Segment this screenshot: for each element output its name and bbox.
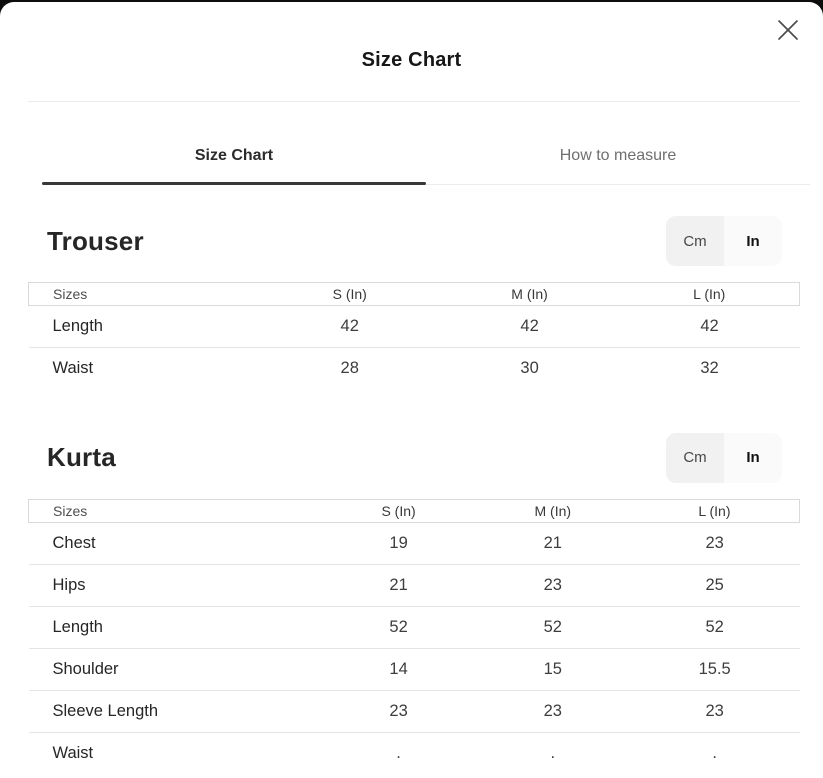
cell-value: 23 xyxy=(629,522,800,565)
row-label: Sleeve Length xyxy=(28,690,322,733)
kurta-header-s: S (In) xyxy=(381,502,416,519)
row-label: Length xyxy=(28,305,260,348)
trouser-table-header-row: Sizes S (In) M (In) L (In) xyxy=(28,282,800,306)
cell-value: 23 xyxy=(475,564,630,607)
trouser-header-l: L (In) xyxy=(693,286,726,302)
trouser-section-header: Trouser Cm In xyxy=(47,216,782,266)
cell-value: 14 xyxy=(321,648,476,691)
row-label: Waist xyxy=(52,743,94,762)
cell-value: 21 xyxy=(321,564,476,607)
kurta-header-m: M (In) xyxy=(534,502,572,519)
cell-value: 42 xyxy=(259,305,440,348)
kurta-table-header-row: Sizes S (In) M (In) L (In) xyxy=(28,499,800,522)
kurta-header-l: L (In) xyxy=(698,502,731,519)
kurta-unit-in-button[interactable]: In xyxy=(724,432,782,483)
cell-value: 23 xyxy=(321,690,476,733)
cell-value: 42 xyxy=(619,305,800,348)
table-row: Chest 19 21 23 xyxy=(28,522,800,565)
row-label: Length xyxy=(28,606,322,649)
trouser-size-table: Sizes S (In) M (In) L (In) Length 42 42 … xyxy=(28,282,800,390)
cell-value: 15.5 xyxy=(629,648,800,691)
cell-value: 21 xyxy=(475,522,630,565)
cell-value: 25 xyxy=(629,564,800,607)
cell-value: 32 xyxy=(700,359,719,378)
trouser-header-m: M (In) xyxy=(511,286,548,302)
cell-value: 52 xyxy=(629,606,800,649)
trouser-unit-cm-button[interactable]: Cm xyxy=(666,216,724,266)
cell-value: 42 xyxy=(439,305,620,348)
tab-bar: Size Chart How to measure xyxy=(42,146,810,185)
kurta-header-sizes: Sizes xyxy=(53,502,88,519)
cell-value: 23 xyxy=(475,690,630,733)
kurta-unit-cm-button[interactable]: Cm xyxy=(666,432,724,483)
cell-value: 28 xyxy=(340,359,359,378)
cell-value: 52 xyxy=(321,606,476,649)
table-row: Length 42 42 42 xyxy=(28,305,800,348)
table-row: Sleeve Length 23 23 23 xyxy=(28,690,800,733)
close-button[interactable] xyxy=(773,15,803,45)
cell-value: . xyxy=(712,743,717,762)
tab-size-chart[interactable]: Size Chart xyxy=(42,146,426,185)
table-row: Waist . . . xyxy=(29,732,800,774)
table-row: Shoulder 14 15 15.5 xyxy=(28,648,800,691)
table-row: Hips 21 23 25 xyxy=(28,564,800,607)
kurta-section-title: Kurta xyxy=(47,442,116,472)
tab-how-to-measure[interactable]: How to measure xyxy=(426,146,810,184)
table-row: Length 52 52 52 xyxy=(28,606,800,649)
tab-how-to-measure-label: How to measure xyxy=(559,147,677,164)
cell-value: 30 xyxy=(520,359,539,378)
table-row: Waist 28 30 32 xyxy=(29,348,800,390)
trouser-section-title: Trouser xyxy=(47,225,144,256)
modal-title: Size Chart xyxy=(361,49,462,71)
cell-value: . xyxy=(550,743,556,762)
cell-value: 23 xyxy=(629,690,800,733)
cell-value: 15 xyxy=(475,648,630,691)
row-label: Chest xyxy=(28,522,322,565)
trouser-header-s: S (In) xyxy=(332,286,367,302)
close-icon xyxy=(778,20,798,40)
title-divider xyxy=(28,101,800,102)
trouser-unit-in-button[interactable]: In xyxy=(724,216,782,266)
kurta-section-header: Kurta Cm In xyxy=(47,432,782,483)
trouser-unit-toggle: Cm In xyxy=(666,216,782,266)
cell-value: 19 xyxy=(321,522,476,565)
row-label: Hips xyxy=(28,564,322,607)
trouser-header-sizes: Sizes xyxy=(53,286,88,302)
row-label: Shoulder xyxy=(28,648,322,691)
row-label: Waist xyxy=(52,359,94,378)
active-tab-underline xyxy=(42,182,426,185)
cell-value: 52 xyxy=(475,606,630,649)
tab-size-chart-label: Size Chart xyxy=(194,147,274,164)
cell-value: . xyxy=(396,743,401,762)
kurta-size-table: Sizes S (In) M (In) L (In) Chest 19 21 2… xyxy=(28,499,800,775)
kurta-unit-toggle: Cm In xyxy=(666,432,782,483)
